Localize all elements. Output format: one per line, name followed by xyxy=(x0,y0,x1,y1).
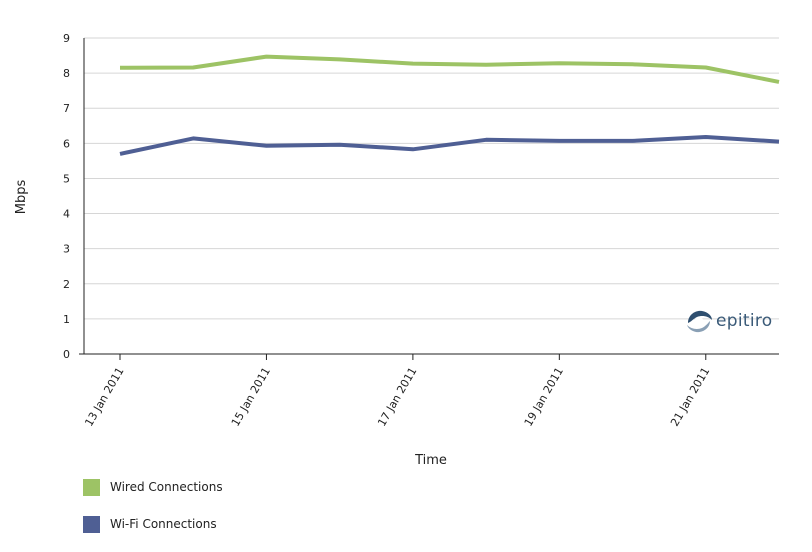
epitiro-logo: epitiro xyxy=(684,306,772,336)
legend: Wired Connections Wi-Fi Connections xyxy=(83,478,223,552)
axes xyxy=(79,38,779,360)
y-axis-title: Mbps xyxy=(14,180,29,215)
y-tick-label: 2 xyxy=(63,278,70,291)
x-tick-labels: 13 Jan 2011 15 Jan 2011 17 Jan 2011 19 Jan … xyxy=(82,365,712,429)
y-tick-label: 0 xyxy=(63,348,70,361)
x-tick-label: 19 Jan 2011 xyxy=(522,365,566,429)
series-lines xyxy=(119,54,780,156)
legend-item-wifi: Wi-Fi Connections xyxy=(83,515,223,533)
y-tick-label: 8 xyxy=(63,67,70,80)
y-tick-label: 9 xyxy=(63,32,70,45)
y-tick-label: 7 xyxy=(63,102,70,115)
x-tick-label: 13 Jan 2011 xyxy=(82,365,126,429)
x-tick-label: 21 Jan 2011 xyxy=(668,365,712,429)
y-tick-label: 6 xyxy=(63,137,70,150)
y-tick-label: 4 xyxy=(63,208,70,221)
y-tick-label: 1 xyxy=(63,313,70,326)
series-line-wifi xyxy=(119,135,780,156)
grid-lines xyxy=(84,37,779,320)
x-axis-title: Time xyxy=(414,453,447,468)
y-tick-label: 5 xyxy=(63,172,70,185)
y-tick-label: 3 xyxy=(63,243,70,256)
x-tick-label: 17 Jan 2011 xyxy=(375,365,419,429)
legend-swatch-wired xyxy=(83,478,100,496)
legend-item-wired: Wired Connections xyxy=(83,478,223,496)
series-line-wired xyxy=(119,54,780,84)
epitiro-logo-icon xyxy=(687,310,712,333)
x-tick-label: 15 Jan 2011 xyxy=(229,365,273,429)
legend-label-wifi: Wi-Fi Connections xyxy=(110,517,217,531)
legend-label-wired: Wired Connections xyxy=(110,480,223,494)
epitiro-logo-text: epitiro xyxy=(716,311,773,331)
y-tick-labels: 0 1 2 3 4 5 6 7 8 9 xyxy=(63,32,70,361)
legend-swatch-wifi xyxy=(83,515,100,533)
